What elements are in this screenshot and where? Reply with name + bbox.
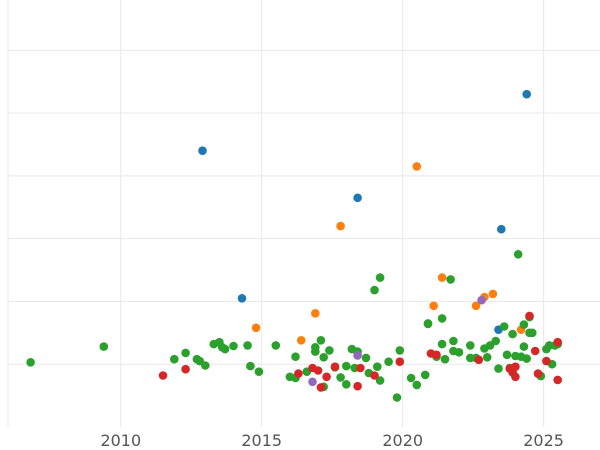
data-point-series-2 — [471, 301, 481, 311]
data-point-series-3 — [449, 336, 458, 346]
data-point-series-4 — [158, 371, 168, 380]
data-point-series-3 — [406, 373, 416, 383]
data-point-series-5 — [353, 351, 362, 360]
data-point-series-3 — [519, 320, 529, 329]
data-point-series-4 — [432, 350, 441, 360]
data-point-series-3 — [201, 361, 210, 370]
data-point-series-3 — [311, 343, 320, 352]
data-point-series-3 — [361, 353, 371, 363]
data-point-series-2 — [437, 273, 447, 282]
data-point-series-3 — [220, 344, 230, 354]
data-point-series-3 — [437, 314, 447, 323]
data-point-series-3 — [271, 341, 281, 350]
data-point-series-3 — [370, 285, 379, 295]
data-point-series-3 — [342, 361, 351, 371]
data-point-series-3 — [494, 364, 503, 373]
data-point-series-4 — [356, 363, 365, 373]
data-point-series-4 — [530, 346, 540, 356]
data-point-series-1 — [497, 224, 506, 234]
data-point-series-3 — [246, 361, 255, 371]
data-point-series-3 — [384, 357, 393, 367]
data-point-series-3 — [254, 367, 264, 377]
data-point-series-3 — [26, 358, 35, 367]
data-point-series-3 — [392, 393, 402, 402]
data-point-series-2 — [412, 162, 422, 171]
data-point-series-1 — [237, 294, 247, 303]
data-point-series-1 — [198, 146, 207, 155]
x-tick-labels: 2010 2015 2020 2025 — [100, 431, 564, 450]
points-layer — [26, 89, 562, 402]
data-point-series-3 — [342, 380, 351, 389]
data-point-series-3 — [412, 380, 422, 390]
data-point-series-4 — [553, 375, 562, 385]
data-point-series-3 — [243, 341, 252, 350]
data-point-series-2 — [251, 323, 261, 333]
data-point-series-4 — [395, 357, 405, 367]
data-point-series-3 — [440, 354, 450, 364]
data-point-series-3 — [508, 329, 517, 339]
data-point-series-5 — [477, 295, 486, 305]
x-tick-label: 2025 — [523, 431, 564, 450]
data-point-series-4 — [542, 356, 551, 366]
data-point-series-3 — [482, 353, 492, 362]
data-point-series-3 — [513, 250, 523, 259]
data-point-series-4 — [313, 366, 323, 375]
data-point-series-2 — [488, 289, 498, 299]
data-point-series-3 — [291, 352, 300, 362]
data-point-series-3 — [502, 350, 512, 360]
data-point-series-3 — [454, 348, 464, 357]
x-tick-label: 2020 — [382, 431, 423, 450]
data-point-series-1 — [353, 193, 362, 203]
data-point-series-3 — [420, 370, 430, 380]
grid-layer — [7, 0, 600, 427]
data-point-series-3 — [373, 362, 382, 372]
data-point-series-3 — [446, 275, 455, 284]
data-point-series-3 — [229, 341, 238, 351]
data-point-series-3 — [499, 322, 509, 331]
data-point-series-4 — [370, 371, 379, 380]
data-point-series-3 — [522, 354, 531, 363]
data-point-series-2 — [311, 309, 320, 318]
data-point-series-3 — [375, 376, 385, 385]
data-point-series-3 — [423, 319, 433, 328]
data-point-series-3 — [491, 336, 501, 346]
data-point-series-3 — [437, 339, 447, 349]
x-tick-label: 2015 — [241, 431, 282, 450]
data-point-series-3 — [375, 273, 385, 282]
data-point-series-1 — [522, 89, 531, 99]
data-point-series-3 — [395, 346, 405, 355]
data-point-series-4 — [181, 364, 190, 374]
data-point-series-3 — [466, 341, 475, 350]
data-point-series-2 — [429, 301, 439, 311]
data-point-series-4 — [294, 369, 303, 378]
data-point-series-4 — [316, 383, 326, 392]
data-point-series-4 — [553, 337, 562, 347]
data-point-series-3 — [319, 353, 329, 362]
data-point-series-4 — [353, 381, 362, 391]
data-point-series-4 — [511, 362, 520, 372]
data-point-series-3 — [528, 328, 537, 338]
data-point-series-4 — [330, 362, 340, 372]
data-point-series-2 — [296, 336, 306, 345]
data-point-series-4 — [525, 311, 534, 321]
data-point-series-2 — [336, 221, 345, 231]
data-point-series-4 — [474, 355, 484, 365]
data-point-series-3 — [181, 348, 190, 358]
data-point-series-3 — [519, 342, 529, 351]
data-point-series-3 — [99, 342, 109, 351]
data-point-series-4 — [322, 372, 331, 382]
data-point-series-5 — [308, 377, 317, 387]
data-point-series-3 — [170, 354, 179, 364]
data-point-series-3 — [325, 346, 334, 355]
data-point-series-4 — [533, 369, 543, 378]
data-point-series-3 — [336, 373, 345, 382]
data-point-series-3 — [316, 336, 326, 345]
data-point-series-4 — [511, 372, 520, 382]
x-tick-label: 2010 — [100, 431, 141, 450]
